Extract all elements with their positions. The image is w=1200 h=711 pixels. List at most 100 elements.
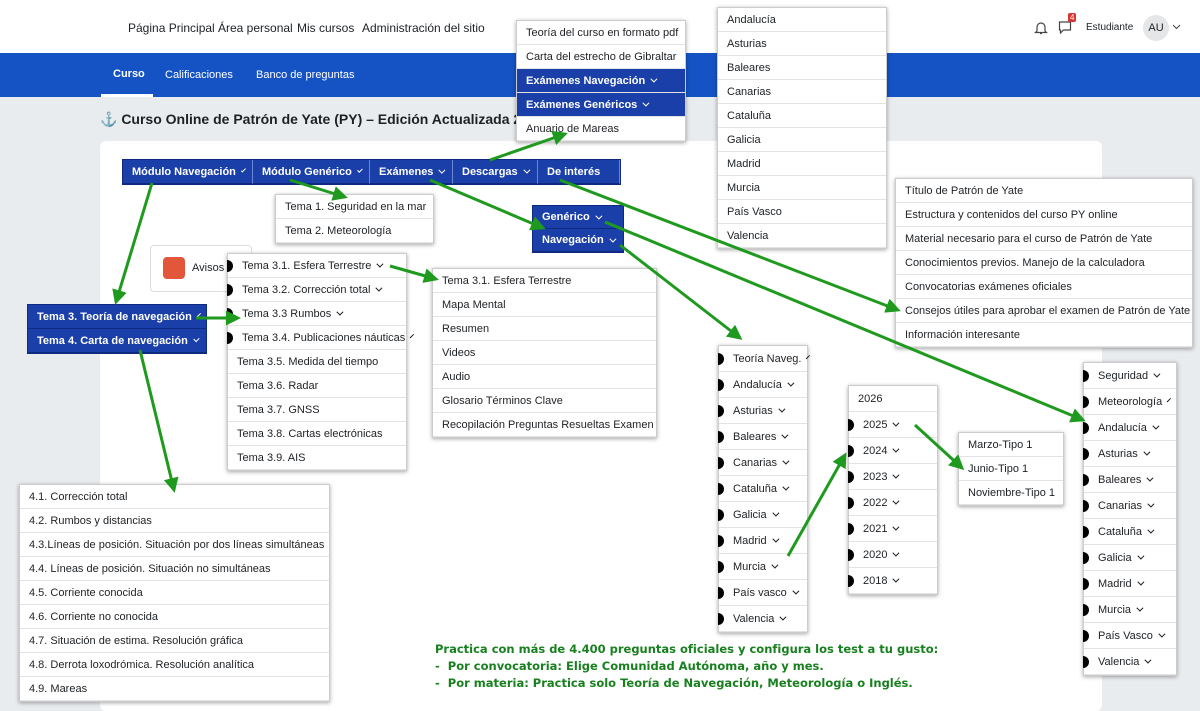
menu-item[interactable]: Título de Patrón de Yate: [896, 179, 1192, 203]
menu-item[interactable]: Murcia: [718, 554, 807, 580]
menu-item[interactable]: Seguridad: [1083, 363, 1176, 389]
menu-item[interactable]: Valencia: [718, 606, 807, 632]
menu-item[interactable]: Valencia: [718, 224, 886, 248]
menu-item[interactable]: 4.2. Rumbos y distancias: [20, 509, 329, 533]
menu-item[interactable]: Exámenes Genéricos: [517, 93, 685, 117]
menu-item[interactable]: Videos: [433, 341, 656, 365]
menu-item[interactable]: Audio: [433, 365, 656, 389]
menu-item[interactable]: Tema 1. Seguridad en la mar: [276, 195, 433, 219]
menu-item[interactable]: Tema 3.8. Cartas electrónicas: [228, 422, 406, 446]
tab[interactable]: Calificaciones: [165, 69, 233, 81]
menu-item[interactable]: Módulo Navegación: [123, 160, 253, 184]
menu-item[interactable]: Galicia: [1083, 545, 1176, 571]
menu-item[interactable]: 2021: [848, 516, 937, 542]
menu-item[interactable]: 4.6. Corriente no conocida: [20, 605, 329, 629]
menu-item[interactable]: Asturias: [718, 32, 886, 56]
nav-link[interactable]: Mis cursos: [297, 21, 355, 35]
menu-item[interactable]: Glosario Términos Clave: [433, 389, 656, 413]
menu-item[interactable]: Madrid: [718, 152, 886, 176]
menu-item[interactable]: Junio-Tipo 1: [959, 457, 1063, 481]
menu-item[interactable]: Convocatorias exámenes oficiales: [896, 275, 1192, 299]
menu-item[interactable]: Madrid: [718, 528, 807, 554]
menu-item[interactable]: Material necesario para el curso de Patr…: [896, 227, 1192, 251]
menu-item[interactable]: Conocimientos previos. Manejo de la calc…: [896, 251, 1192, 275]
tab[interactable]: Curso: [113, 68, 145, 80]
menu-item[interactable]: 4.3.Líneas de posición. Situación por do…: [20, 533, 329, 557]
menu-item[interactable]: Canarias: [718, 450, 807, 476]
nav-link[interactable]: Página Principal: [128, 21, 215, 35]
menu-item[interactable]: Módulo Genérico: [253, 160, 370, 184]
menu-item[interactable]: 2023: [848, 464, 937, 490]
menu-item[interactable]: De interés: [538, 160, 620, 184]
menu-item[interactable]: 2020: [848, 542, 937, 568]
menu-item[interactable]: 4.7. Situación de estima. Resolución grá…: [20, 629, 329, 653]
menu-item[interactable]: Navegación: [533, 229, 623, 252]
menu-item[interactable]: Estructura y contenidos del curso PY onl…: [896, 203, 1192, 227]
menu-item[interactable]: Teoría del curso en formato pdf: [517, 21, 685, 45]
menu-item[interactable]: Tema 3.7. GNSS: [228, 398, 406, 422]
menu-item[interactable]: Andalucía: [718, 8, 886, 32]
user-name[interactable]: Estudiante: [1086, 22, 1134, 33]
menu-item[interactable]: Tema 3.4. Publicaciones náuticas: [227, 326, 406, 350]
menu-item[interactable]: Resumen: [433, 317, 656, 341]
menu-item[interactable]: Andalucía: [1083, 415, 1176, 441]
menu-item[interactable]: 2018: [848, 568, 937, 594]
menu-item[interactable]: Tema 3. Teoría de navegación: [28, 305, 206, 329]
menu-item[interactable]: Valencia: [1083, 649, 1176, 675]
menu-item[interactable]: Tema 3.1. Esfera Terrestre: [433, 269, 656, 293]
menu-item[interactable]: Exámenes: [370, 160, 453, 184]
menu-item[interactable]: País Vasco: [1083, 623, 1176, 649]
menu-item[interactable]: Galicia: [718, 128, 886, 152]
nav-link[interactable]: Administración del sitio: [362, 21, 485, 35]
menu-item[interactable]: Canarias: [718, 80, 886, 104]
menu-item[interactable]: Tema 3.3 Rumbos: [227, 302, 406, 326]
menu-item[interactable]: Cataluña: [718, 476, 807, 502]
menu-item[interactable]: Tema 3.6. Radar: [228, 374, 406, 398]
menu-item[interactable]: Murcia: [718, 176, 886, 200]
menu-item[interactable]: Carta del estrecho de Gibraltar: [517, 45, 685, 69]
menu-item[interactable]: Teoría Naveg.: [718, 346, 807, 372]
menu-item[interactable]: 2024: [848, 438, 937, 464]
menu-item[interactable]: Anuario de Mareas: [517, 117, 685, 141]
bell-icon[interactable]: [1034, 20, 1048, 35]
menu-item[interactable]: Tema 3.9. AIS: [228, 446, 406, 470]
menu-item[interactable]: 4.9. Mareas: [20, 677, 329, 701]
menu-item[interactable]: 2026: [849, 386, 937, 412]
menu-item[interactable]: 2025: [848, 412, 937, 438]
menu-item[interactable]: País Vasco: [718, 200, 886, 224]
menu-item[interactable]: Andalucía: [718, 372, 807, 398]
menu-item[interactable]: Marzo-Tipo 1: [959, 433, 1063, 457]
menu-item[interactable]: Tema 2. Meteorología: [276, 219, 433, 243]
menu-item[interactable]: Descargas: [453, 160, 538, 184]
menu-item[interactable]: Información interesante: [896, 323, 1192, 347]
menu-item[interactable]: Galicia: [718, 502, 807, 528]
menu-item[interactable]: Baleares: [1083, 467, 1176, 493]
menu-item[interactable]: 4.4. Líneas de posición. Situación no si…: [20, 557, 329, 581]
menu-item[interactable]: Tema 4. Carta de navegación: [28, 329, 206, 353]
tab[interactable]: Banco de preguntas: [256, 69, 355, 81]
menu-item[interactable]: Murcia: [1083, 597, 1176, 623]
menu-item[interactable]: Madrid: [1083, 571, 1176, 597]
menu-item[interactable]: Genérico: [533, 206, 623, 229]
menu-item[interactable]: Baleares: [718, 424, 807, 450]
menu-item[interactable]: Tema 3.5. Medida del tiempo: [228, 350, 406, 374]
menu-item[interactable]: Mapa Mental: [433, 293, 656, 317]
menu-item[interactable]: 2022: [848, 490, 937, 516]
menu-item[interactable]: 4.5. Corriente conocida: [20, 581, 329, 605]
menu-item[interactable]: Recopilación Preguntas Resueltas Examen: [433, 413, 656, 437]
avisos-label[interactable]: Avisos: [192, 262, 225, 274]
nav-link[interactable]: Área personal: [218, 21, 293, 35]
menu-item[interactable]: Baleares: [718, 56, 886, 80]
user-avatar[interactable]: AU: [1143, 15, 1169, 41]
menu-item[interactable]: Cataluña: [1083, 519, 1176, 545]
menu-item[interactable]: Asturias: [1083, 441, 1176, 467]
menu-item[interactable]: Meteorología: [1083, 389, 1176, 415]
menu-item[interactable]: Tema 3.1. Esfera Terrestre: [227, 254, 406, 278]
menu-item[interactable]: País vasco: [718, 580, 807, 606]
user-caret[interactable]: [1172, 24, 1181, 30]
menu-item[interactable]: Asturias: [718, 398, 807, 424]
menu-item[interactable]: 4.8. Derrota loxodrómica. Resolución ana…: [20, 653, 329, 677]
menu-item[interactable]: Tema 3.2. Corrección total: [227, 278, 406, 302]
menu-item[interactable]: Cataluña: [718, 104, 886, 128]
menu-item[interactable]: Consejos útiles para aprobar el examen d…: [896, 299, 1192, 323]
